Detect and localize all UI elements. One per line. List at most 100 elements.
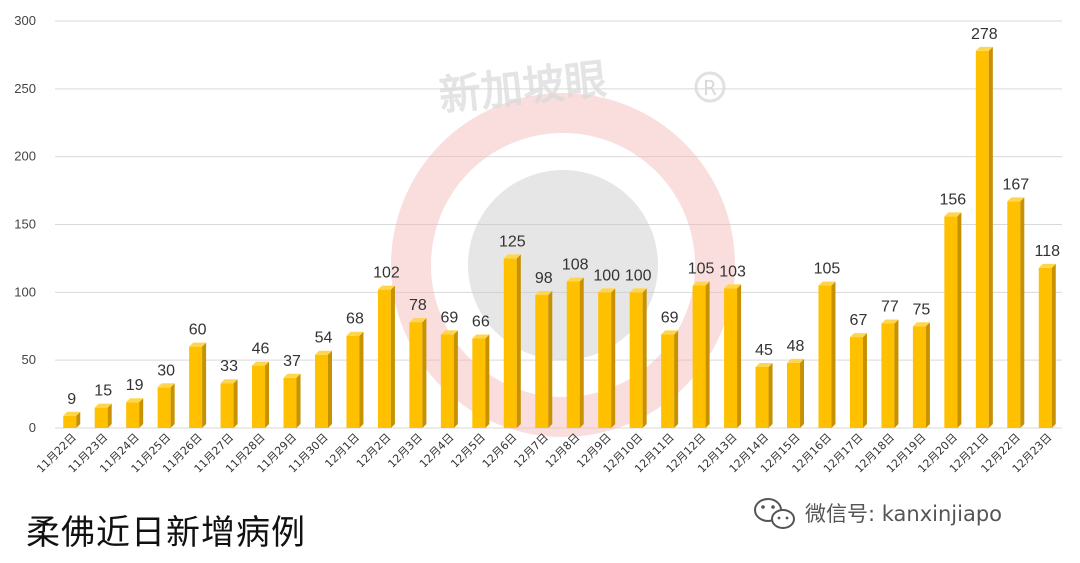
bar-front [157,387,171,428]
bar-front [409,322,423,428]
bar-side [516,254,521,428]
bar-side [800,358,805,428]
bar-side [453,330,458,428]
bar-front [944,216,958,428]
bar-side [737,284,742,428]
bar-top [94,403,112,408]
bar [755,362,773,428]
y-tick-label: 250 [14,81,36,96]
bar-front [1038,267,1052,428]
data-label: 167 [1002,176,1029,193]
data-label: 68 [346,311,364,328]
bar-front [629,292,643,428]
bar [377,285,395,428]
bar-side [233,379,238,428]
data-label: 77 [881,299,899,316]
bar-top [566,277,584,282]
bar-side [170,383,175,428]
watermark-ring [391,93,735,437]
bar [944,212,962,428]
bar-top [440,330,458,335]
bar-side [139,398,144,428]
bar [94,403,112,428]
y-tick-label: 100 [14,284,36,299]
bar [157,383,175,428]
bar-side [107,403,112,428]
data-label: 156 [940,191,967,208]
bar-side [265,361,270,428]
bar-front [377,289,391,428]
bar [503,254,521,428]
bar-side [1051,263,1056,428]
bar-side [76,411,81,428]
bar-top [598,288,616,293]
bar-front [94,407,108,428]
bar-side [327,350,332,428]
bar-top [724,284,742,289]
data-label: 118 [1035,243,1061,260]
data-label: 78 [409,297,427,314]
bar-top [629,288,647,293]
bar [63,411,81,428]
data-label: 105 [688,261,715,278]
data-label: 60 [189,322,207,339]
bar-top [787,358,805,363]
bar [661,330,679,428]
registered-mark-icon [694,71,726,103]
data-label: 98 [535,270,553,287]
bar-front [346,335,360,428]
data-label: 37 [283,353,301,370]
data-label: 33 [220,358,238,375]
bars [63,46,1056,428]
data-label: 105 [814,261,841,278]
bar-side [296,373,301,428]
y-tick-label: 200 [14,149,36,164]
bar-top [63,411,81,416]
bar [440,330,458,428]
data-label: 48 [787,338,805,355]
category-labels: 11月22日11月23日11月24日11月25日11月26日11月27日11月2… [34,431,1054,476]
bar-top [975,46,993,51]
data-label: 9 [67,391,76,408]
data-label: 69 [661,309,679,326]
bar-front [126,402,140,428]
bar-top [849,333,867,338]
bar [314,350,332,428]
bar-front [598,292,612,428]
bar [1038,263,1056,428]
bar-side [674,330,679,428]
bar-side [705,281,710,428]
data-label: 66 [472,313,490,330]
bar-top [126,398,144,403]
bar-top [283,373,301,378]
bar-top [912,322,930,327]
bar [975,46,993,428]
bar-top [755,362,773,367]
bar [346,331,364,428]
bar-side [988,46,993,428]
bar [126,398,144,428]
data-label: 30 [157,362,175,379]
wechat-label: 微信号: kanxinjiapo [805,502,1002,526]
gridlines [55,20,1062,429]
bar-front [252,365,266,428]
bar [787,358,805,428]
data-label: 125 [499,233,526,250]
bar-side [831,281,836,428]
bar [598,288,616,428]
bar [283,373,301,428]
bar-side [485,334,490,428]
bar-front [661,334,675,428]
bar-front [503,258,517,428]
bar-front [1007,201,1021,428]
bar-front [692,285,706,428]
bar-front [472,338,486,428]
bar-front [724,288,738,428]
bar [629,288,647,428]
wechat-badge: 微信号: kanxinjiapo [754,498,1002,529]
bar [566,277,584,428]
bar [252,361,270,428]
data-label: 75 [912,301,930,318]
